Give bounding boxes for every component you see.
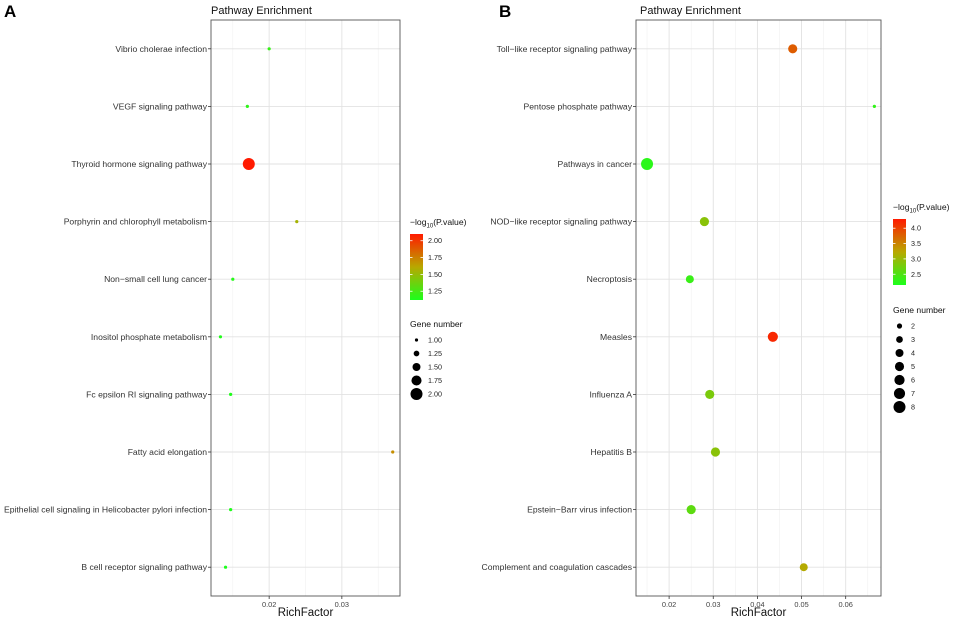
color-legend-label: 3.5	[911, 239, 921, 248]
size-legend-label: 1.50	[428, 363, 442, 372]
size-legend-key	[893, 387, 906, 400]
color-legend-label: 4.0	[911, 224, 921, 233]
x-tick-label: 0.02	[662, 600, 676, 609]
color-legend-title: −log10(P.value)	[410, 217, 467, 230]
x-tick-label: 0.04	[750, 600, 764, 609]
y-tick-label: Inositol phosphate metabolism	[91, 332, 207, 342]
color-legend-label: 1.75	[428, 253, 442, 262]
y-tick-label: VEGF signaling pathway	[113, 101, 208, 111]
color-legend-label: 1.25	[428, 287, 442, 296]
y-tick-label: Measles	[600, 332, 632, 342]
panel-b: B Pathway Enrichment Toll−like receptor s…	[482, 2, 950, 619]
size-legend-label: 5	[911, 362, 915, 371]
color-legend-label: 3.0	[911, 254, 921, 263]
y-tick-label: Complement and coagulation cascades	[482, 562, 632, 572]
color-bar	[893, 219, 906, 285]
data-point	[799, 563, 808, 572]
data-point	[685, 275, 694, 284]
color-bar	[410, 234, 423, 300]
size-legend-title: Gene number	[410, 319, 463, 329]
panel-a: A Pathway Enrichment Vibrio cholerae infe…	[4, 2, 467, 619]
data-point	[710, 447, 721, 457]
y-tick-label: Epstein−Barr virus infection	[527, 505, 632, 515]
y-tick-label: Fatty acid elongation	[128, 447, 208, 457]
y-tick-label: Pentose phosphate pathway	[524, 101, 633, 111]
x-tick-label: 0.03	[335, 600, 349, 609]
y-tick-label: Epithelial cell signaling in Helicobacte…	[4, 505, 207, 515]
data-point	[231, 277, 235, 281]
size-legend-key	[413, 350, 420, 357]
x-tick-label: 0.03	[706, 600, 720, 609]
data-point	[686, 505, 696, 515]
data-point	[295, 220, 299, 224]
data-point	[705, 389, 715, 399]
color-legend-label: 2.00	[428, 236, 442, 245]
y-tick-label: Necroptosis	[587, 274, 632, 284]
size-legend-key	[410, 388, 423, 400]
y-tick-label: NOD−like receptor signaling pathway	[490, 217, 632, 227]
color-legend-label: 2.5	[911, 270, 921, 279]
chart-title: Pathway Enrichment	[640, 5, 741, 17]
x-tick-label: 0.06	[838, 600, 852, 609]
size-legend-title: Gene number	[893, 305, 946, 315]
data-point	[218, 335, 223, 339]
x-tick-label: 0.02	[262, 600, 276, 609]
size-legend-label: 2.00	[428, 390, 442, 399]
size-legend-label: 3	[911, 335, 915, 344]
color-legend-title: −log10(P.value)	[893, 202, 950, 215]
x-tick-label: 0.05	[794, 600, 808, 609]
y-tick-label: Toll−like receptor signaling pathway	[497, 44, 633, 54]
data-point	[267, 47, 271, 51]
data-point	[391, 450, 395, 454]
y-tick-label: Thyroid hormone signaling pathway	[71, 159, 207, 169]
data-point	[641, 158, 654, 170]
data-point	[229, 508, 233, 512]
y-tick-label: Non−small cell lung cancer	[104, 274, 207, 284]
size-legend-key	[414, 338, 419, 342]
size-legend-label: 2	[911, 322, 915, 331]
panel-letter-a: A	[4, 2, 16, 21]
data-point	[223, 565, 228, 569]
size-legend-label: 1.25	[428, 349, 442, 358]
y-tick-label: Pathways in cancer	[557, 159, 632, 169]
size-legend-label: 1.00	[428, 336, 442, 345]
y-tick-label: Porphyrin and chlorophyll metabolism	[64, 217, 207, 227]
size-legend-key	[895, 348, 904, 358]
plot-frame	[635, 19, 882, 597]
size-legend-key	[411, 375, 422, 386]
size-legend-key	[412, 363, 421, 371]
y-tick-label: Vibrio cholerae infection	[115, 44, 207, 54]
size-legend-label: 1.75	[428, 376, 442, 385]
size-legend-key	[896, 323, 903, 329]
x-axis-label: RichFactor	[731, 607, 787, 619]
size-legend-key	[894, 361, 905, 372]
panel-letter-b: B	[499, 2, 511, 21]
size-legend-label: 8	[911, 403, 915, 412]
data-point	[242, 158, 255, 170]
size-legend-label: 4	[911, 349, 915, 358]
data-point	[245, 104, 249, 108]
data-point	[872, 104, 876, 108]
plot-frame	[210, 19, 401, 597]
data-point	[788, 44, 798, 54]
data-point	[699, 217, 709, 227]
y-tick-label: B cell receptor signaling pathway	[81, 562, 207, 572]
size-legend-label: 6	[911, 376, 915, 385]
size-legend-key	[893, 401, 906, 413]
x-axis-label: RichFactor	[278, 607, 334, 619]
y-tick-label: Influenza A	[589, 389, 632, 399]
chart-title: Pathway Enrichment	[211, 5, 312, 17]
size-legend-key	[896, 336, 903, 343]
y-tick-label: Hepatitis B	[590, 447, 632, 457]
size-legend-label: 7	[911, 389, 915, 398]
data-point	[767, 331, 778, 342]
y-tick-label: Fc epsilon RI signaling pathway	[86, 389, 208, 399]
color-legend-label: 1.50	[428, 270, 442, 279]
data-point	[229, 392, 233, 396]
size-legend-key	[894, 374, 905, 386]
